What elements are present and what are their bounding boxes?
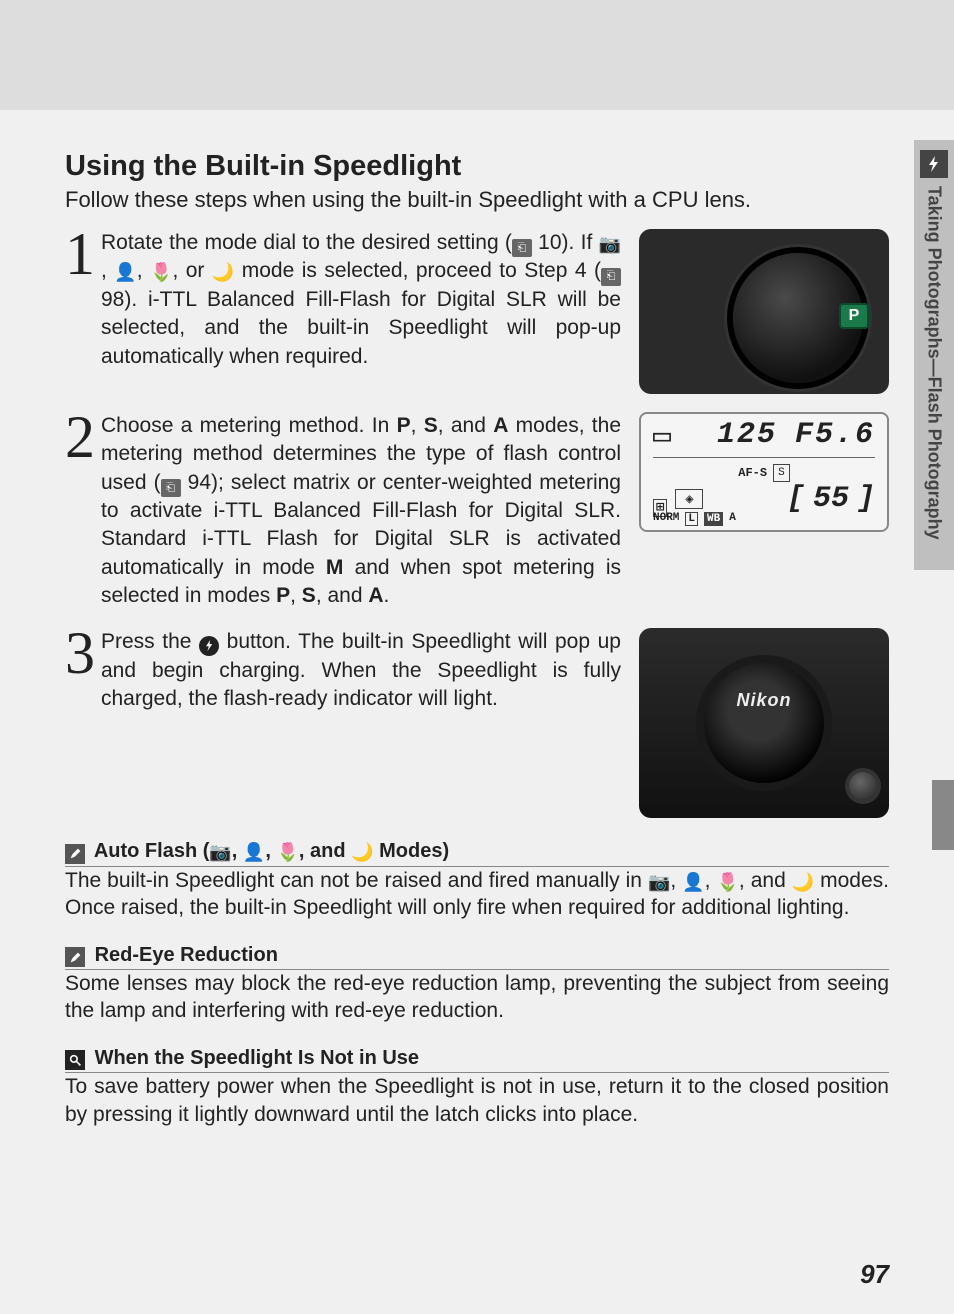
lcd-af-mode: S [773,464,790,482]
step-3-figure: Nikon [639,628,889,818]
side-tab-label: Taking Photographs—Flash Photography [924,186,945,540]
page-ref-icon [161,479,181,497]
note-red-eye-title: Red-Eye Reduction [65,944,889,971]
lcd-af-label: AF-S [738,466,767,480]
camera-brand: Nikon [736,690,791,711]
step-number: 2 [65,410,101,464]
step-1-figure: P [639,229,889,394]
note-auto-flash-title: Auto Flash (📷, 👤, 🌷, and 🌙 Modes) [65,840,889,867]
lcd-count-close: ] [857,482,875,516]
lcd-panel-illustration: ▭ 125 F5.6 AF-S S ⊞ ◈ [ 55 ] [639,412,889,532]
intro-text: Follow these steps when using the built-… [65,187,889,213]
portrait-mode-icon: 👤 [114,260,136,284]
lcd-wb: WB [704,512,723,526]
auto-mode-icon: 📷 [209,842,231,863]
portrait-mode-icon: 👤 [682,871,704,894]
magnifier-icon [65,1050,85,1070]
night-portrait-mode-icon: 🌙 [212,260,234,284]
mode-dial: P [733,253,863,383]
portrait-mode-icon: 👤 [243,842,265,863]
note-not-in-use-title: When the Speedlight Is Not in Use [65,1047,889,1074]
lcd-shutter: 125 [717,418,777,455]
step-number: 3 [65,626,101,680]
side-tab: Taking Photographs—Flash Photography [914,140,954,570]
pencil-icon [65,844,85,864]
camera-flash-release-button [849,772,877,800]
step-3: 3 Press the button. The built-in Speedli… [65,628,889,818]
step-1-text: Rotate the mode dial to the desired sett… [101,229,639,371]
lcd-size: L [685,512,698,526]
lcd-count: 55 [813,482,849,516]
macro-mode-icon: 🌷 [276,842,298,863]
pencil-icon [65,947,85,967]
macro-mode-icon: 🌷 [716,871,738,894]
note-not-in-use-body: To save battery power when the Speedligh… [65,1073,889,1128]
auto-mode-icon: 📷 [599,232,621,256]
auto-mode-icon: 📷 [648,871,670,894]
side-thumb-marker [932,780,954,850]
night-portrait-mode-icon: 🌙 [792,871,814,894]
lcd-aperture: F5.6 [795,418,875,455]
step-2: 2 Choose a metering method. In P, S, and… [65,412,889,610]
note-red-eye-body: Some lenses may block the red-eye reduct… [65,970,889,1025]
step-2-text: Choose a metering method. In P, S, and A… [101,412,639,610]
camera-front-illustration: Nikon [639,628,889,818]
lcd-wb-mode: A [729,512,736,526]
mode-p-badge: P [839,303,869,329]
step-3-text: Press the button. The built-in Speedligh… [101,628,639,713]
lcd-meter-icon: ◈ [675,489,703,509]
mode-dial-illustration: P [639,229,889,394]
flash-icon [920,150,948,178]
note-auto-flash-body: The built-in Speedlight can not be raise… [65,867,889,922]
step-1: 1 Rotate the mode dial to the desired se… [65,229,889,394]
lcd-count-open: [ [787,482,805,516]
flash-button-icon [199,636,219,656]
page-number: 97 [860,1259,889,1290]
step-2-figure: ▭ 125 F5.6 AF-S S ⊞ ◈ [ 55 ] [639,412,889,532]
page-title: Using the Built-in Speedlight [65,150,889,183]
page-ref-icon [601,268,621,286]
lcd-quality: NORM [653,512,679,526]
page-ref-icon [512,239,532,257]
macro-mode-icon: 🌷 [150,260,172,284]
night-portrait-mode-icon: 🌙 [351,842,373,863]
camera-lens [704,663,824,783]
step-number: 1 [65,227,101,281]
